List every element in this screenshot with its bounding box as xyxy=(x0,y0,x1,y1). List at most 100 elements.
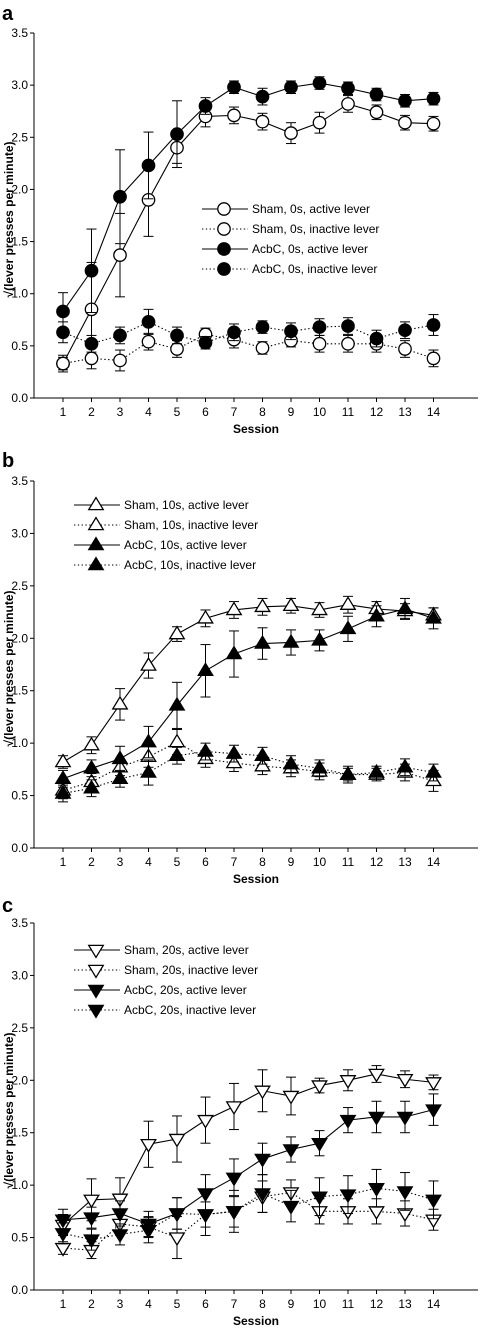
chart-panel-b: b0.00.51.01.52.02.53.03.51 2 3 4 5 6 7 8 9 10 11 12… xyxy=(2,450,478,886)
series-4 xyxy=(56,308,441,353)
x-axis-title: Session xyxy=(233,422,279,436)
data-point-marker xyxy=(54,1214,72,1229)
data-point-marker xyxy=(141,315,156,329)
data-point-marker xyxy=(84,263,99,278)
data-point-marker xyxy=(83,1212,100,1227)
data-point-marker xyxy=(83,779,100,794)
data-point-marker xyxy=(398,115,412,130)
data-point-marker xyxy=(398,342,412,356)
data-point-marker xyxy=(225,1206,243,1221)
data-point-marker xyxy=(339,1189,357,1204)
axes: 0.00.51.01.52.02.53.03.51 2 3 4 5 6 7 8 9 10 11 12 1… xyxy=(2,916,478,1328)
series-line xyxy=(62,604,434,763)
x-tick-label: 10 xyxy=(313,855,327,869)
x-tick-label: 10 xyxy=(313,1297,327,1311)
series-1 xyxy=(54,1065,442,1236)
data-point-marker xyxy=(83,1234,100,1249)
data-point-marker xyxy=(111,1208,129,1223)
x-tick-label: 13 xyxy=(398,405,412,419)
data-point-marker xyxy=(426,116,441,131)
y-tick-label: 1.0 xyxy=(11,736,28,750)
data-point-marker xyxy=(197,609,214,624)
data-point-marker xyxy=(284,324,298,339)
data-point-marker xyxy=(282,1144,300,1159)
data-point-marker xyxy=(113,248,127,262)
data-point-marker xyxy=(254,757,271,772)
data-point-marker xyxy=(197,742,214,757)
y-tick-label: 2.5 xyxy=(11,1021,28,1035)
data-point-marker xyxy=(198,335,213,350)
data-point-marker xyxy=(425,763,442,778)
data-point-marker xyxy=(398,323,412,338)
y-tick-label: 2.0 xyxy=(11,631,28,645)
x-tick-label: 9 xyxy=(288,855,295,869)
series-2 xyxy=(54,1179,442,1260)
data-point-marker xyxy=(284,126,298,140)
data-point-marker xyxy=(339,620,357,635)
data-point-marker xyxy=(425,1077,442,1092)
series-4 xyxy=(54,1168,442,1251)
data-point-marker xyxy=(113,328,127,343)
x-tick-label: 2 xyxy=(88,855,95,869)
data-point-marker xyxy=(284,80,298,95)
data-point-marker xyxy=(113,353,127,368)
x-tick-label: 5 xyxy=(174,1297,181,1311)
y-tick-label: 2.0 xyxy=(11,182,28,196)
data-point-marker xyxy=(368,1068,385,1083)
x-tick-label: 6 xyxy=(202,855,209,869)
series-3 xyxy=(54,597,442,788)
data-point-marker xyxy=(140,733,157,748)
data-point-marker xyxy=(426,318,441,332)
data-point-marker xyxy=(339,1075,357,1089)
data-point-marker xyxy=(368,607,385,622)
legend-label: AcbC, 10s, active lever xyxy=(124,538,247,552)
data-point-marker xyxy=(311,1137,328,1152)
legend-marker xyxy=(87,984,105,999)
data-point-marker xyxy=(311,759,328,774)
x-tick-label: 3 xyxy=(117,855,124,869)
data-point-marker xyxy=(56,356,70,371)
legend-label: AcbC, 0s, inactive lever xyxy=(252,262,377,276)
x-tick-label: 7 xyxy=(231,855,238,869)
x-tick-label: 5 xyxy=(174,405,181,419)
x-tick-label: 6 xyxy=(202,405,209,419)
legend-marker xyxy=(87,964,105,979)
legend-label: Sham, 0s, active lever xyxy=(252,202,370,216)
legend-marker xyxy=(217,262,231,276)
data-point-marker xyxy=(111,770,129,785)
x-tick-label: 3 xyxy=(117,405,124,419)
legend: Sham, 10s, active lever Sham, 10s, inacti… xyxy=(74,496,258,572)
legend-marker xyxy=(217,222,231,236)
legend-marker xyxy=(87,556,105,571)
x-axis-title: Session xyxy=(233,1314,279,1328)
x-tick-label: 5 xyxy=(174,855,181,869)
x-tick-label: 13 xyxy=(398,855,412,869)
data-point-marker xyxy=(312,320,327,334)
x-tick-label: 8 xyxy=(259,405,266,419)
data-point-marker xyxy=(111,695,129,710)
data-point-marker xyxy=(311,1080,328,1095)
data-point-marker xyxy=(140,763,157,778)
legend-label: AcbC, 20s, inactive lever xyxy=(124,1003,256,1017)
data-point-marker xyxy=(113,189,127,204)
data-point-marker xyxy=(111,1229,129,1244)
legend-marker xyxy=(217,242,231,256)
data-point-marker xyxy=(254,1085,271,1100)
x-tick-label: 8 xyxy=(259,1297,266,1311)
data-point-marker xyxy=(311,1191,328,1206)
y-tick-label: 2.5 xyxy=(11,579,28,593)
data-point-marker xyxy=(56,304,70,319)
data-point-marker xyxy=(140,1224,157,1239)
legend-label: AcbC, 20s, active lever xyxy=(124,983,247,997)
data-point-marker xyxy=(425,1194,442,1209)
x-tick-label: 6 xyxy=(202,1297,209,1311)
legend-label: Sham, 10s, inactive lever xyxy=(124,518,258,532)
legend-marker xyxy=(87,496,105,511)
x-tick-label: 11 xyxy=(342,855,355,869)
series-1 xyxy=(56,95,441,373)
data-point-marker xyxy=(282,1200,300,1215)
data-point-marker xyxy=(83,1194,100,1209)
y-tick-label: 3.0 xyxy=(11,526,28,540)
y-tick-label: 0.0 xyxy=(11,1283,28,1297)
y-axis-title: √(lever presses per minute) xyxy=(2,1033,16,1189)
